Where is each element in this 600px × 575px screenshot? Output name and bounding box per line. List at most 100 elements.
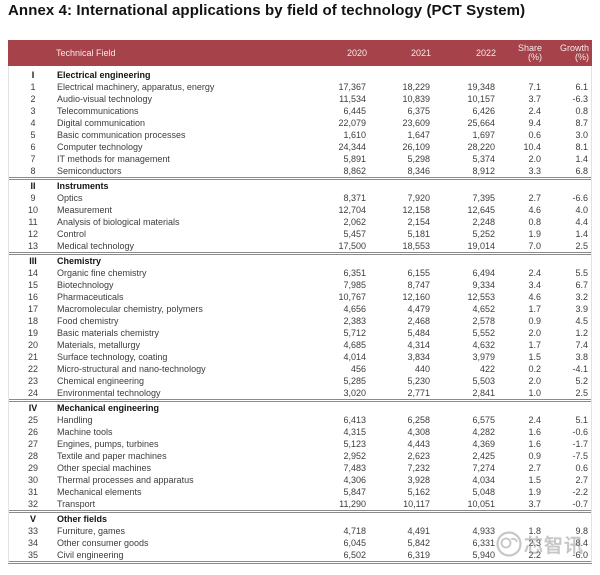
section-II: II Instruments 9 Optics 8,371 7,920 7,395 2.7 -6… — [9, 177, 591, 252]
value-growth: -1.7 — [572, 439, 588, 449]
value-growth: 4.0 — [575, 205, 588, 215]
value-y2022: 10,157 — [467, 94, 495, 104]
value-share: 1.0 — [528, 388, 541, 398]
value-y2021: 10,117 — [403, 499, 430, 509]
value-y2022: 3,979 — [472, 352, 495, 362]
page-title: Annex 4: International applications by f… — [8, 2, 526, 19]
field-name: Digital communication — [57, 118, 146, 128]
value-y2020: 12,704 — [338, 205, 366, 215]
section-IV: IV Mechanical engineering 25 Handling 6,413 6… — [9, 399, 591, 510]
value-y2022: 4,034 — [472, 475, 495, 485]
value-y2021: 12,160 — [402, 292, 430, 302]
table-row: 29 Other special machines 7,483 7,232 7,274 2… — [9, 462, 591, 474]
value-share: 3.7 — [528, 94, 541, 104]
table-row: 34 Other consumer goods 6,045 5,842 6,331 2.3… — [9, 537, 591, 549]
value-share: 3.3 — [528, 166, 541, 176]
value-y2021: 26,109 — [402, 142, 430, 152]
value-share: 2.2 — [528, 550, 541, 560]
empty-cell — [433, 255, 498, 267]
value-y2020: 8,371 — [343, 193, 366, 203]
table-row: 31 Mechanical elements 5,847 5,162 5,048 1.9 -… — [9, 486, 591, 498]
value-y2022: 4,369 — [472, 439, 495, 449]
value-y2022: 12,645 — [467, 205, 495, 215]
row-number: 22 — [27, 364, 38, 374]
value-y2022: 5,503 — [472, 376, 495, 386]
value-share: 3.4 — [528, 280, 541, 290]
field-name: Audio-visual technology — [57, 94, 153, 104]
empty-cell — [433, 513, 498, 525]
field-name: Telecommunications — [57, 106, 139, 116]
field-name: Biotechnology — [57, 280, 114, 290]
table-row: 13 Medical technology 17,500 18,553 19,014 7.… — [9, 240, 591, 252]
value-share: 1.9 — [528, 487, 541, 497]
empty-cell — [544, 69, 591, 81]
value-growth: 7.4 — [575, 340, 588, 350]
field-name: Pharmaceuticals — [57, 292, 124, 302]
value-growth: 1.4 — [575, 229, 588, 239]
value-share: 0.9 — [528, 316, 541, 326]
value-y2020: 5,457 — [343, 229, 366, 239]
value-y2020: 456 — [350, 364, 366, 374]
field-name: Textile and paper machines — [57, 451, 167, 461]
col-share: Share (%) — [499, 44, 545, 62]
field-name: Analysis of biological materials — [57, 217, 180, 227]
value-growth: -2.2 — [572, 487, 588, 497]
value-y2022: 4,282 — [472, 427, 495, 437]
field-name: Food chemistry — [57, 316, 119, 326]
table-row: 26 Machine tools 4,315 4,308 4,282 1.6 -0.6 — [9, 426, 591, 438]
value-y2022: 6,426 — [472, 106, 495, 116]
table-row: 10 Measurement 12,704 12,158 12,645 4.6 4.0 — [9, 204, 591, 216]
empty-cell — [305, 402, 369, 414]
col-2021: 2021 — [410, 48, 431, 58]
value-y2020: 6,445 — [343, 106, 366, 116]
value-growth: 6.8 — [575, 166, 588, 176]
field-name: Semiconductors — [57, 166, 122, 176]
table-row: 11 Analysis of biological materials 2,062 2… — [9, 216, 591, 228]
value-y2020: 5,891 — [343, 154, 366, 164]
value-y2022: 5,552 — [472, 328, 495, 338]
value-y2020: 2,383 — [343, 316, 366, 326]
value-share: 1.7 — [528, 304, 541, 314]
value-y2020: 2,062 — [343, 217, 366, 227]
value-y2022: 4,632 — [472, 340, 495, 350]
field-name: Engines, pumps, turbines — [57, 439, 159, 449]
row-number: 32 — [27, 499, 38, 509]
value-growth: -7.5 — [572, 451, 588, 461]
value-y2020: 2,952 — [343, 451, 366, 461]
value-share: 7.1 — [528, 82, 541, 92]
section-header-row: I Electrical engineering — [9, 69, 591, 81]
value-y2020: 6,045 — [343, 538, 366, 548]
empty-cell — [544, 513, 591, 525]
row-number: 15 — [27, 280, 38, 290]
value-growth: 5.1 — [575, 415, 588, 425]
value-growth: 0.8 — [575, 106, 588, 116]
value-y2020: 4,315 — [343, 427, 366, 437]
value-share: 3.7 — [528, 499, 541, 509]
empty-cell — [498, 513, 544, 525]
value-growth: 2.5 — [575, 388, 588, 398]
technology-table: Technical Field 2020 2021 2022 Share (%)… — [8, 40, 592, 564]
field-name: Transport — [57, 499, 96, 509]
value-y2021: 18,553 — [402, 241, 430, 251]
table-row: 2 Audio-visual technology 11,534 10,839 10,1… — [9, 93, 591, 105]
row-number: 20 — [27, 340, 38, 350]
row-number: 13 — [27, 241, 38, 251]
row-number: 5 — [30, 130, 36, 140]
row-number: 11 — [28, 217, 38, 227]
row-number: 9 — [30, 193, 36, 203]
table-row: 21 Surface technology, coating 4,014 3,834 3… — [9, 351, 591, 363]
value-y2022: 10,051 — [467, 499, 495, 509]
row-number: 19 — [27, 328, 38, 338]
row-number: 12 — [27, 229, 38, 239]
value-y2020: 8,862 — [343, 166, 366, 176]
row-number: 28 — [27, 451, 38, 461]
value-y2022: 2,841 — [472, 388, 495, 398]
value-y2021: 5,181 — [407, 229, 430, 239]
field-name: Basic communication processes — [57, 130, 186, 140]
field-name: Electrical machinery, apparatus, energy — [57, 82, 215, 92]
table-row: 6 Computer technology 24,344 26,109 28,220 10… — [9, 141, 591, 153]
section-name: Instruments — [57, 181, 109, 191]
table-row: 25 Handling 6,413 6,258 6,575 2.4 5.1 — [9, 414, 591, 426]
value-y2020: 17,500 — [338, 241, 366, 251]
table-row: 18 Food chemistry 2,383 2,468 2,578 0.9 4.5 — [9, 315, 591, 327]
